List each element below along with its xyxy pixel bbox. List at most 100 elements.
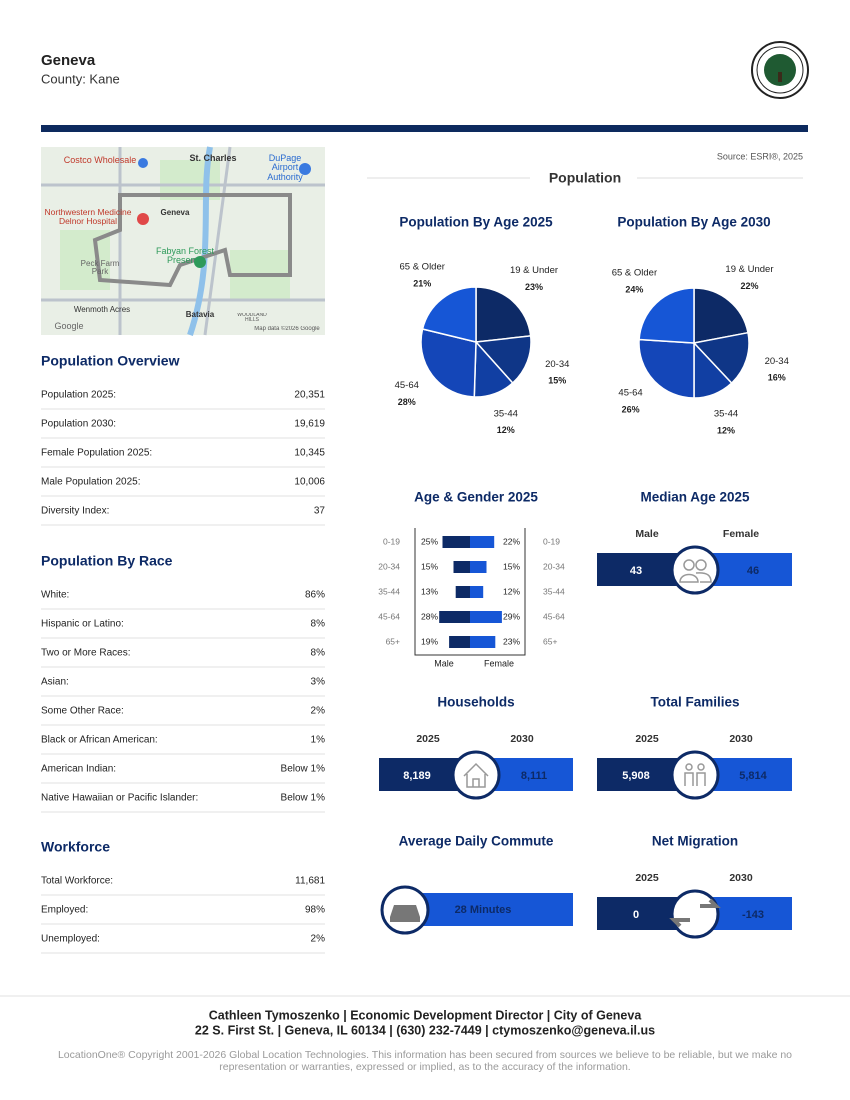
stat-label: 2030 [729, 733, 753, 745]
stat-bar [405, 893, 573, 926]
stat-value: 28 Minutes [455, 904, 512, 916]
map-label: Peck Farm Park [81, 260, 120, 276]
chart-title: Population By Age 2025 [399, 215, 553, 230]
stat-value: 0 [633, 909, 639, 921]
slice-label: 45-64 [618, 388, 642, 399]
bar-label: 15% [421, 561, 438, 571]
stat-value: 8,111 [521, 770, 547, 782]
row-value: 2% [311, 706, 326, 717]
bar-label: 28% [421, 611, 438, 621]
category-label: 35-44 [543, 586, 565, 596]
footer-contact: Cathleen Tymoszenko | Economic Developme… [209, 1008, 643, 1022]
row-value: 2% [311, 934, 326, 945]
slice-label: 19 & Under [725, 264, 773, 275]
category-label: 20-34 [378, 561, 400, 571]
map-label: WOODLAND HILLS [237, 313, 267, 324]
footer-contact: 22 S. First St. | Geneva, IL 60134 | (63… [195, 1023, 655, 1037]
row-value: 19,619 [294, 419, 325, 430]
row-label: White: [41, 590, 69, 601]
slice-label: 35-44 [494, 408, 518, 419]
slice-label: 20-34 [545, 359, 569, 370]
row-value: Below 1% [281, 764, 326, 775]
slice-value: 26% [622, 405, 640, 415]
legend-label: Male [434, 658, 454, 668]
slice-value: 23% [525, 282, 543, 292]
bar [470, 586, 484, 598]
bar-label: 29% [503, 611, 520, 621]
map-label: Costco Wholesale [63, 156, 137, 165]
stat-label: 2030 [729, 872, 753, 884]
row-label: Female Population 2025: [41, 448, 152, 459]
row-label: Black or African American: [41, 735, 158, 746]
map-label: Wenmoth Acres [74, 306, 130, 314]
map-label: Northwestern Medicine Delnor Hospital [44, 208, 132, 226]
pie-slice [421, 286, 477, 343]
stat-value: 8,189 [403, 770, 431, 782]
row-label: Total Workforce: [41, 876, 113, 887]
map [41, 146, 325, 336]
slice-value: 22% [740, 281, 758, 291]
pie-slice [474, 335, 532, 385]
chart-title: Age & Gender 2025 [414, 490, 538, 505]
row-value: 20,351 [294, 390, 325, 401]
page-title: Geneva [41, 52, 96, 69]
stat-value: 46 [747, 565, 759, 577]
map-label: Northwestern Medicine Delnor Hospital [44, 208, 132, 226]
stat-label: 2030 [510, 733, 534, 745]
row-value: 86% [305, 590, 325, 601]
row-value: 98% [305, 905, 325, 916]
row-value: 8% [311, 619, 326, 630]
map-label: Geneva [160, 209, 190, 217]
map-label: St. Charles [189, 154, 237, 163]
stat-value: -143 [742, 909, 764, 921]
stat-label: 2025 [635, 872, 659, 884]
bar-label: 13% [421, 586, 438, 596]
row-label: Male Population 2025: [41, 477, 141, 488]
slice-value: 12% [497, 425, 515, 435]
section-title: Population [549, 170, 621, 186]
pie-slice [420, 328, 477, 398]
bar-label: 15% [503, 561, 520, 571]
row-value: 37 [314, 506, 326, 517]
stat-value: 5,814 [739, 770, 767, 782]
stat-title: Median Age 2025 [640, 490, 750, 505]
category-label: 20-34 [543, 561, 565, 571]
category-label: 0-19 [383, 536, 400, 546]
row-label: Population 2030: [41, 419, 116, 430]
source: Source: ESRI®, 2025 [717, 151, 803, 161]
pie-slice [638, 338, 695, 399]
category-label: 65+ [386, 636, 400, 646]
pie-slice [693, 287, 749, 344]
bar-label: 23% [503, 636, 520, 646]
row-label: Employed: [41, 905, 88, 916]
map-label: Batavia [185, 311, 215, 319]
row-label: Some Other Race: [41, 706, 124, 717]
slice-value: 21% [413, 279, 431, 289]
stat-title: Total Families [650, 695, 739, 710]
car-icon [390, 905, 420, 922]
slice-value: 16% [768, 373, 786, 383]
slice-label: 65 & Older [400, 262, 445, 273]
bar [470, 561, 487, 573]
legend-label: Female [484, 658, 514, 668]
bar [449, 636, 470, 648]
map-label: Google [54, 322, 83, 331]
bar [439, 611, 470, 623]
chart-title: Population By Age 2030 [617, 215, 770, 230]
map-label: Fabyan Forest Preserve [155, 247, 215, 266]
map-label: Geneva [160, 209, 190, 217]
map-label: WOODLAND HILLS [237, 313, 267, 324]
category-label: 35-44 [378, 586, 400, 596]
pie-slice [638, 287, 695, 344]
row-value: 3% [311, 677, 326, 688]
map-label: DuPage Airport Authority [267, 154, 303, 182]
stat-value: 43 [630, 565, 642, 577]
map-label: St. Charles [189, 154, 237, 163]
slice-value: 28% [398, 397, 416, 407]
row-label: Diversity Index: [41, 506, 109, 517]
category-label: 65+ [543, 636, 557, 646]
header-bar [41, 125, 808, 132]
city-seal [751, 41, 809, 99]
pie-slice [692, 331, 750, 385]
